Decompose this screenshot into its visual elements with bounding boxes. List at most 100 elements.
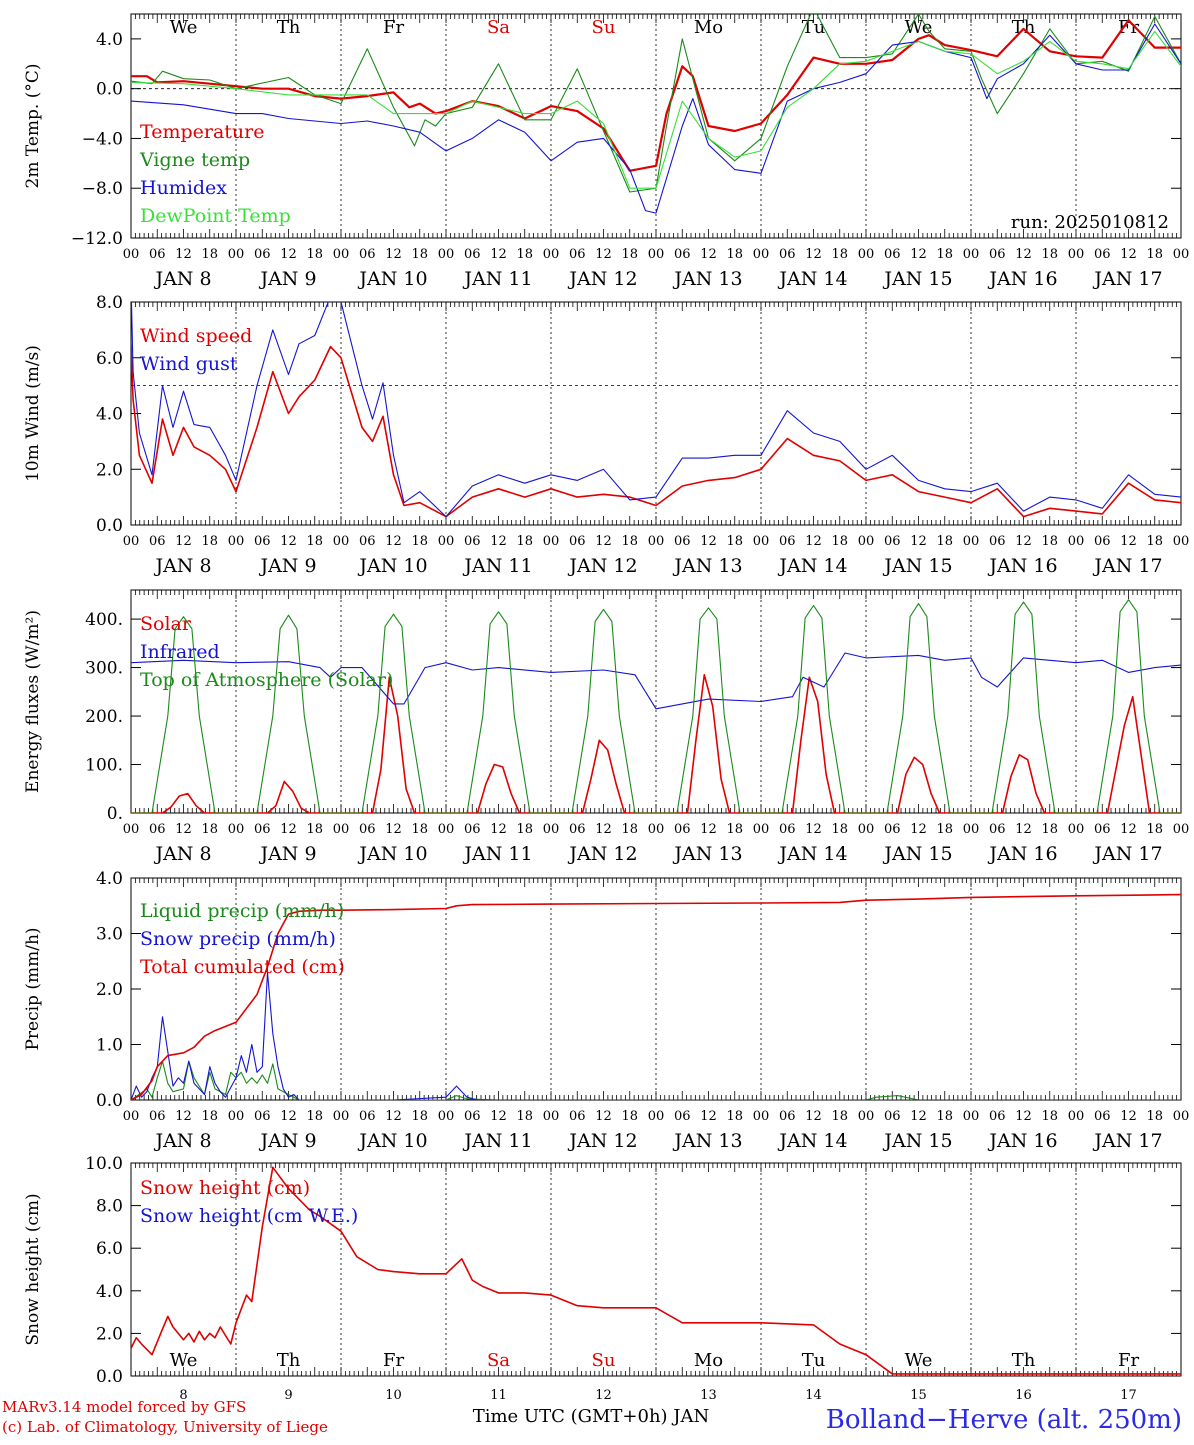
hour-label: 06 [989, 1109, 1006, 1124]
hour-label: 12 [595, 822, 612, 837]
date-label: JAN 12 [567, 268, 637, 290]
day-name: Th [277, 1350, 301, 1371]
date-label: JAN 12 [567, 1130, 637, 1152]
series-line-3 [131, 599, 1181, 813]
day-name: Sa [487, 17, 510, 38]
day-number: 16 [1015, 1388, 1032, 1403]
series-line-1 [131, 19, 1181, 172]
hour-label: 06 [884, 822, 901, 837]
hour-label: 18 [306, 534, 323, 549]
date-label: JAN 9 [258, 555, 316, 577]
hour-label: 00 [753, 822, 770, 837]
hour-label: 12 [385, 822, 402, 837]
hour-label: 12 [280, 247, 297, 262]
date-label: JAN 13 [672, 555, 742, 577]
hour-label: 12 [700, 534, 717, 549]
hour-label: 12 [490, 1109, 507, 1124]
date-label: JAN 11 [462, 1130, 532, 1152]
hour-label: 00 [648, 1109, 665, 1124]
hour-label: 12 [175, 247, 192, 262]
series-line-1 [131, 343, 1181, 518]
date-label: JAN 14 [777, 555, 847, 577]
hour-label: 18 [516, 534, 533, 549]
hour-label: 18 [1146, 822, 1163, 837]
date-label: JAN 10 [357, 268, 427, 290]
date-label: JAN 9 [258, 1130, 316, 1152]
hour-label: 12 [1120, 822, 1137, 837]
hour-label: 18 [1146, 534, 1163, 549]
hour-label: 06 [149, 822, 166, 837]
series-line-2 [131, 652, 1181, 710]
day-name: Su [592, 1350, 616, 1371]
day-number: 9 [284, 1388, 292, 1403]
hour-label: 18 [201, 247, 218, 262]
hour-label: 18 [1041, 822, 1058, 837]
hour-label: 18 [1041, 1109, 1058, 1124]
date-label: JAN 11 [462, 843, 532, 865]
hour-label: 12 [385, 247, 402, 262]
hour-label: 12 [700, 1109, 717, 1124]
hour-label: 00 [753, 534, 770, 549]
day-number: 8 [179, 1388, 187, 1403]
hour-label: 18 [936, 247, 953, 262]
hour-label: 18 [201, 534, 218, 549]
day-name: We [170, 1350, 198, 1371]
hour-label: 06 [884, 247, 901, 262]
date-label: JAN 13 [672, 843, 742, 865]
hour-label: 12 [385, 534, 402, 549]
hour-label: 00 [438, 247, 455, 262]
date-label: JAN 16 [987, 1130, 1057, 1152]
date-label: JAN 10 [357, 1130, 427, 1152]
panel-2: 0.0 2.0 4.0 6.0 8.0 10m Wind (m/s) 00 06 12 18 JAN… [23, 293, 1189, 577]
y-tick-label: 4.0 [96, 405, 123, 425]
hour-label: 00 [858, 247, 875, 262]
date-label: JAN 13 [672, 268, 742, 290]
day-name: Th [277, 17, 301, 38]
day-name: Mo [694, 1350, 723, 1371]
date-label: JAN 11 [462, 555, 532, 577]
date-label: JAN 15 [882, 555, 952, 577]
hour-label: 00 [753, 247, 770, 262]
hour-label: 18 [936, 822, 953, 837]
hour-label: 12 [1120, 1109, 1137, 1124]
panel-5: 0.0 2.0 4.0 6.0 8.0 10.0 Snow height (cm) We Th F… [23, 1154, 1182, 1403]
y-tick-label: 6.0 [96, 1239, 123, 1259]
date-label: JAN 15 [882, 843, 952, 865]
hour-label: 18 [1146, 247, 1163, 262]
y-tick-label: 0.0 [96, 1091, 123, 1111]
hour-label: 12 [385, 1109, 402, 1124]
day-name: Mo [694, 17, 723, 38]
hour-label: 18 [621, 247, 638, 262]
hour-label: 00 [648, 534, 665, 549]
hour-label: 00 [753, 1109, 770, 1124]
hour-label: 00 [648, 822, 665, 837]
hour-label: 06 [149, 247, 166, 262]
hour-label: 00 [333, 822, 350, 837]
hour-label: 06 [674, 822, 691, 837]
hour-label: 06 [1094, 1109, 1111, 1124]
legend-entry: Snow height (cm W.E.) [140, 1205, 358, 1227]
hour-label: 06 [569, 247, 586, 262]
date-label: JAN 8 [153, 1130, 211, 1152]
y-tick-label: −8.0 [82, 179, 123, 199]
y-tick-label: 0.0 [96, 80, 123, 100]
hour-label: 06 [779, 247, 796, 262]
y-tick-label: 0.0 [96, 516, 123, 536]
hour-label: 00 [1068, 534, 1085, 549]
series-line-3 [131, 893, 1181, 1100]
date-label: JAN 14 [777, 843, 847, 865]
hour-label: 12 [1015, 1109, 1032, 1124]
hour-label: 18 [516, 822, 533, 837]
hour-label: 06 [779, 1109, 796, 1124]
day-name: Fr [1118, 1350, 1139, 1371]
hour-label: 00 [123, 534, 140, 549]
hour-label: 06 [464, 247, 481, 262]
hour-label: 18 [411, 1109, 428, 1124]
day-name: Fr [383, 17, 404, 38]
series-line-2 [131, 971, 1181, 1100]
y-tick-label: 8.0 [96, 1197, 123, 1217]
hour-label: 00 [858, 1109, 875, 1124]
hour-label: 18 [201, 822, 218, 837]
hour-label: 12 [910, 247, 927, 262]
